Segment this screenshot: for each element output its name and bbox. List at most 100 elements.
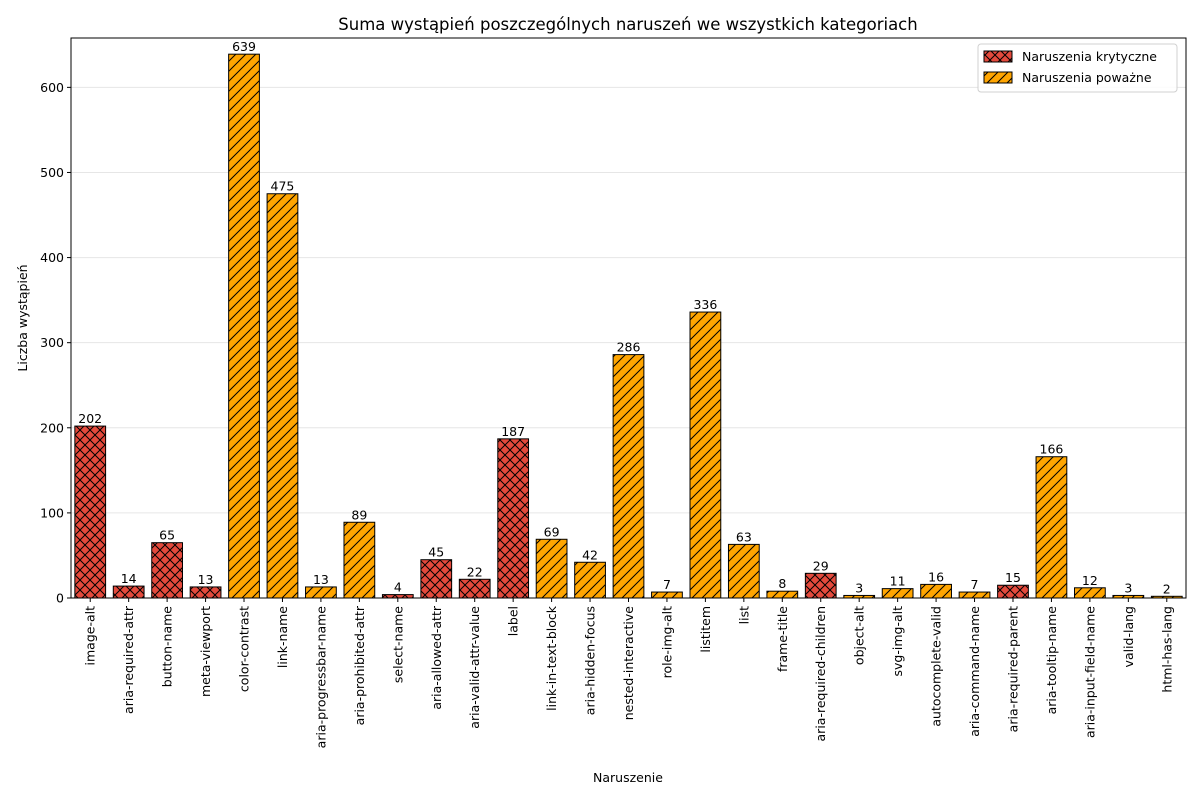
data-label: 45 xyxy=(428,545,444,560)
bar-hatch xyxy=(651,591,683,599)
bars: 202 14 65 13 639 475 13 89 4 45 22 187 69 42 286 7 336 63… xyxy=(74,39,1183,599)
data-label: 639 xyxy=(232,39,256,54)
x-tick-label: aria-valid-attr-value xyxy=(467,606,482,729)
x-tick-label: svg-img-alt xyxy=(890,606,905,677)
y-tick-label: 300 xyxy=(40,335,64,350)
bar-hatch xyxy=(727,543,760,599)
legend-label: Naruszenia krytyczne xyxy=(1022,49,1157,64)
bar-hatch xyxy=(74,425,107,599)
data-label: 42 xyxy=(582,547,598,562)
x-tick-label: aria-prohibited-attr xyxy=(352,605,367,725)
data-label: 12 xyxy=(1082,573,1098,588)
legend-swatch-hatch xyxy=(983,50,1013,63)
x-tick-label: valid-lang xyxy=(1121,606,1136,667)
bar-hatch xyxy=(458,578,491,599)
x-tick-labels: image-alt aria-required-attr button-name me… xyxy=(83,598,1174,749)
x-tick-label: object-alt xyxy=(852,606,867,665)
y-tick-label: 500 xyxy=(40,165,64,180)
y-tick-label: 100 xyxy=(40,505,64,520)
x-tick-label: aria-hidden-focus xyxy=(583,606,598,715)
bar-hatch xyxy=(420,559,453,599)
bar-hatch xyxy=(305,586,337,599)
x-tick-label: color-contrast xyxy=(237,606,252,692)
data-label: 336 xyxy=(693,297,717,312)
y-tick-label: 0 xyxy=(56,591,64,606)
data-label: 475 xyxy=(271,179,295,194)
x-tick-label: role-img-alt xyxy=(659,606,674,678)
data-label: 286 xyxy=(617,340,641,355)
x-tick-label: link-in-text-block xyxy=(544,605,559,711)
legend-swatch-hatch xyxy=(983,71,1013,84)
data-label: 14 xyxy=(121,571,137,586)
data-label: 11 xyxy=(890,574,906,589)
bar-hatch xyxy=(343,521,376,599)
bar-hatch xyxy=(112,585,145,599)
data-label: 29 xyxy=(813,558,829,573)
bar-hatch xyxy=(804,572,837,599)
bar-hatch xyxy=(1074,587,1106,599)
x-tick-label: aria-allowed-attr xyxy=(429,605,444,710)
x-tick-label: button-name xyxy=(160,606,175,687)
data-label: 65 xyxy=(159,528,175,543)
bar-hatch xyxy=(766,590,799,599)
x-tick-label: link-name xyxy=(275,606,290,668)
bar-hatch xyxy=(151,542,183,599)
data-label: 16 xyxy=(928,569,944,584)
bar-hatch xyxy=(1035,456,1068,599)
x-tick-label: meta-viewport xyxy=(198,606,213,697)
x-tick-label: image-alt xyxy=(83,606,98,666)
chart-title: Suma wystąpień poszczególnych naruszeń w… xyxy=(338,15,917,34)
data-label: 63 xyxy=(736,529,752,544)
data-label: 2 xyxy=(1163,581,1171,596)
data-label: 166 xyxy=(1040,442,1064,457)
x-tick-label: select-name xyxy=(390,606,405,683)
data-label: 13 xyxy=(198,572,214,587)
data-label: 7 xyxy=(663,577,671,592)
x-tick-label: aria-tooltip-name xyxy=(1044,606,1059,715)
x-axis-label: Naruszenie xyxy=(593,770,663,785)
y-axis-label: Liczba wystąpień xyxy=(15,264,30,371)
bar-hatch xyxy=(958,591,991,599)
data-label: 202 xyxy=(78,411,102,426)
legend-label: Naruszenia poważne xyxy=(1022,70,1152,85)
bar-hatch xyxy=(228,53,260,599)
data-label: 89 xyxy=(351,507,367,522)
bar-hatch xyxy=(497,438,530,599)
bar-hatch xyxy=(997,584,1029,599)
x-tick-label: list xyxy=(736,606,751,624)
bar-hatch xyxy=(920,583,952,599)
bar-hatch xyxy=(266,193,299,599)
legend-box xyxy=(977,43,1178,93)
x-tick-label: aria-required-attr xyxy=(121,605,136,714)
y-tick-label: 200 xyxy=(40,420,64,435)
x-tick-label: frame-title xyxy=(775,606,790,672)
y-tick-label: 400 xyxy=(40,250,64,265)
data-label: 22 xyxy=(467,564,483,579)
x-tick-label: label xyxy=(506,606,521,636)
data-label: 3 xyxy=(1124,580,1132,595)
bar-hatch xyxy=(689,311,722,599)
x-tick-label: listitem xyxy=(698,606,713,653)
x-tick-label: html-has-lang xyxy=(1159,606,1174,693)
data-label: 69 xyxy=(544,524,560,539)
x-tick-label: aria-input-field-name xyxy=(1082,606,1097,738)
legend: Naruszenia krytyczne Naruszenia poważne xyxy=(977,43,1178,93)
x-tick-label: aria-command-name xyxy=(967,606,982,737)
x-tick-label: aria-required-children xyxy=(813,606,828,741)
data-label: 3 xyxy=(855,580,863,595)
data-label: 13 xyxy=(313,572,329,587)
x-tick-label: autocomplete-valid xyxy=(929,606,944,727)
data-label: 8 xyxy=(778,576,786,591)
bar-hatch xyxy=(189,586,222,599)
x-tick-label: nested-interactive xyxy=(621,606,636,721)
bar-hatch xyxy=(381,594,414,599)
x-tick-label: aria-required-parent xyxy=(1005,606,1020,732)
data-label: 187 xyxy=(501,424,525,439)
y-tick-label: 600 xyxy=(40,80,64,95)
y-tick-labels: 0 100 200 300 400 500 600 xyxy=(40,80,71,606)
x-tick-label: aria-progressbar-name xyxy=(313,606,328,749)
bar-hatch xyxy=(574,561,606,599)
data-label: 15 xyxy=(1005,570,1021,585)
bar-hatch xyxy=(535,538,568,599)
